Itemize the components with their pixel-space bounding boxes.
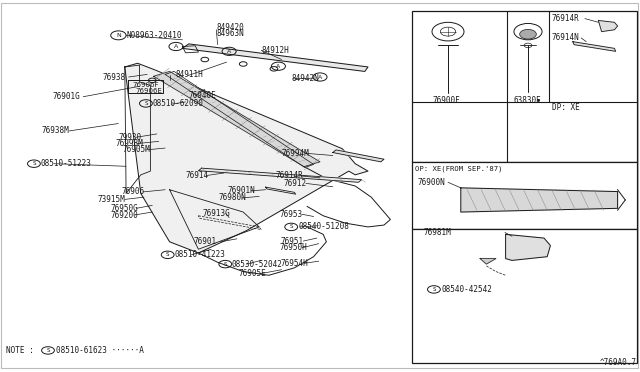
Polygon shape (461, 188, 618, 212)
Bar (412, 229, 637, 363)
Text: 76940E: 76940E (189, 92, 216, 100)
Text: S: S (166, 252, 170, 257)
Text: 79930: 79930 (118, 133, 141, 142)
Text: 76994M: 76994M (282, 149, 309, 158)
Polygon shape (182, 44, 368, 71)
Text: A: A (227, 49, 231, 54)
Text: 76950H: 76950H (279, 243, 307, 252)
Text: 76905M: 76905M (123, 145, 150, 154)
Text: S: S (289, 224, 293, 230)
Text: 769200: 769200 (110, 211, 138, 219)
Polygon shape (506, 234, 550, 260)
Text: S: S (432, 287, 436, 292)
Text: 76914R: 76914R (552, 14, 579, 23)
Text: 84911H: 84911H (176, 70, 204, 79)
Polygon shape (125, 63, 368, 253)
Text: 76901: 76901 (194, 237, 217, 246)
Text: N08963-20410: N08963-20410 (126, 31, 182, 40)
Text: 76901G: 76901G (52, 92, 80, 101)
Text: 08540-42542: 08540-42542 (442, 285, 492, 294)
Text: 76914: 76914 (186, 171, 209, 180)
Polygon shape (598, 20, 618, 32)
Circle shape (520, 29, 536, 39)
Text: S: S (32, 161, 36, 166)
Text: 08510-51223: 08510-51223 (41, 159, 92, 168)
Polygon shape (573, 42, 616, 51)
Text: 08540-51208: 08540-51208 (298, 222, 349, 231)
Text: OP: XE(FROM SEP.'87): OP: XE(FROM SEP.'87) (415, 165, 502, 172)
Text: 76998M: 76998M (115, 139, 143, 148)
Text: 76914N: 76914N (552, 33, 579, 42)
Text: N: N (116, 33, 121, 38)
Text: 08510-41223: 08510-41223 (174, 250, 225, 259)
Text: 76938: 76938 (102, 73, 125, 81)
Text: 08530-52042: 08530-52042 (232, 260, 282, 269)
Polygon shape (154, 71, 320, 167)
Text: 76906E: 76906E (136, 88, 163, 94)
Text: 76900F: 76900F (433, 96, 460, 105)
Text: 76981M: 76981M (423, 228, 451, 237)
Polygon shape (333, 150, 384, 162)
Text: S: S (144, 101, 148, 106)
Text: 76950G: 76950G (110, 204, 138, 213)
Text: 76913G: 76913G (203, 209, 230, 218)
Text: 08510-61623 ······A: 08510-61623 ······A (56, 346, 143, 355)
Text: A: A (318, 74, 322, 80)
Text: DP: XE: DP: XE (552, 103, 579, 112)
Text: 76906F: 76906F (132, 82, 159, 88)
Text: ^769A0.7: ^769A0.7 (600, 358, 637, 367)
Text: 76938M: 76938M (42, 126, 69, 135)
Text: 76906: 76906 (122, 187, 145, 196)
Text: S: S (46, 348, 50, 353)
Text: 73915M: 73915M (98, 195, 125, 204)
Text: 76901N: 76901N (228, 186, 255, 195)
Text: A: A (276, 64, 280, 69)
Polygon shape (198, 168, 362, 182)
Text: 76912: 76912 (284, 179, 307, 188)
Text: S: S (223, 262, 227, 267)
Text: 76980N: 76980N (219, 193, 246, 202)
Text: 76954H: 76954H (280, 259, 308, 268)
Text: A: A (174, 44, 178, 49)
Text: 08510-62090: 08510-62090 (152, 99, 203, 108)
Text: 76900N: 76900N (418, 178, 445, 187)
Bar (412, 11, 637, 162)
Text: 76905E: 76905E (238, 269, 266, 278)
Text: 84963N: 84963N (216, 29, 244, 38)
Bar (412, 162, 637, 229)
Text: NOTE :: NOTE : (6, 346, 34, 355)
Text: 84942N: 84942N (291, 74, 319, 83)
Text: 76953: 76953 (280, 210, 303, 219)
Text: 849420: 849420 (216, 23, 244, 32)
Text: 63830E: 63830E (514, 96, 541, 105)
Polygon shape (480, 259, 496, 264)
Text: 84912H: 84912H (261, 46, 289, 55)
Text: 76914R: 76914R (275, 171, 303, 180)
Text: 76951: 76951 (280, 237, 303, 246)
